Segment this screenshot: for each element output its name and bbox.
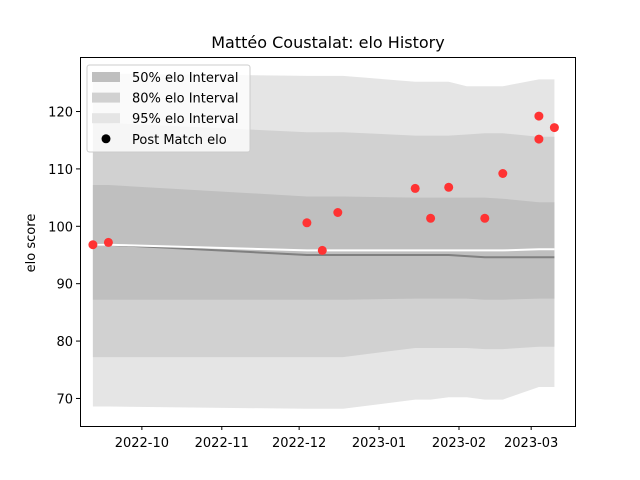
y-tick-label: 80 [56, 335, 73, 350]
post-match-elo-point [333, 208, 343, 217]
post-match-elo-point [410, 183, 420, 193]
post-match-elo-point [534, 134, 544, 144]
legend-marker-swatch [101, 134, 111, 144]
y-tick-label: 110 [48, 163, 73, 178]
legend-band-swatch [92, 92, 120, 103]
x-tick-label: 2022-10 [115, 436, 169, 451]
post-match-elo-point [317, 245, 327, 255]
x-tick-label: 2023-03 [504, 436, 558, 451]
y-tick-label: 70 [56, 392, 73, 407]
post-match-elo-point [480, 213, 490, 223]
post-match-elo-point [549, 123, 559, 133]
axes: 70 80 90 100 110 120 2022-10 2022-11 2022-12 2023… [48, 106, 558, 451]
legend-band-swatch [92, 72, 120, 82]
legend-entry-label: 80% elo Interval [132, 92, 239, 107]
legend: 50% elo Interval 80% elo Interval 95% elo … [86, 64, 251, 153]
plot-area [88, 73, 559, 409]
legend-frame [86, 64, 251, 153]
x-tick-label: 2023-02 [432, 436, 486, 451]
post-match-elo-point [426, 213, 436, 223]
x-tick-label: 2022-11 [195, 436, 249, 451]
legend-entry-label: 95% elo Interval [132, 112, 239, 127]
post-match-elo-point [103, 237, 113, 247]
mean-elo-line [92, 243, 555, 259]
post-match-elo-point [444, 182, 454, 192]
y-tick-label: 100 [48, 220, 73, 235]
y-tick-label: 120 [48, 106, 73, 121]
band-50-interval [92, 185, 555, 300]
post-match-elo-point [534, 111, 544, 121]
plot-frame [80, 57, 576, 427]
chart-title: Mattéo Coustalat: elo History [211, 33, 444, 52]
post-match-elo-point [302, 218, 312, 228]
x-tick-label: 2023-01 [352, 436, 406, 451]
expected-elo-line [92, 243, 555, 252]
y-tick-label: 90 [56, 278, 73, 293]
y-axis-label: elo score [24, 214, 39, 273]
post-match-elo-point [88, 240, 98, 250]
legend-entry-label: Post Match elo [132, 133, 227, 148]
legend-band-swatch [92, 113, 120, 124]
post-match-elo-point [498, 169, 508, 178]
x-tick-label: 2022-12 [272, 436, 326, 451]
legend-entry-label: 50% elo Interval [132, 71, 239, 86]
